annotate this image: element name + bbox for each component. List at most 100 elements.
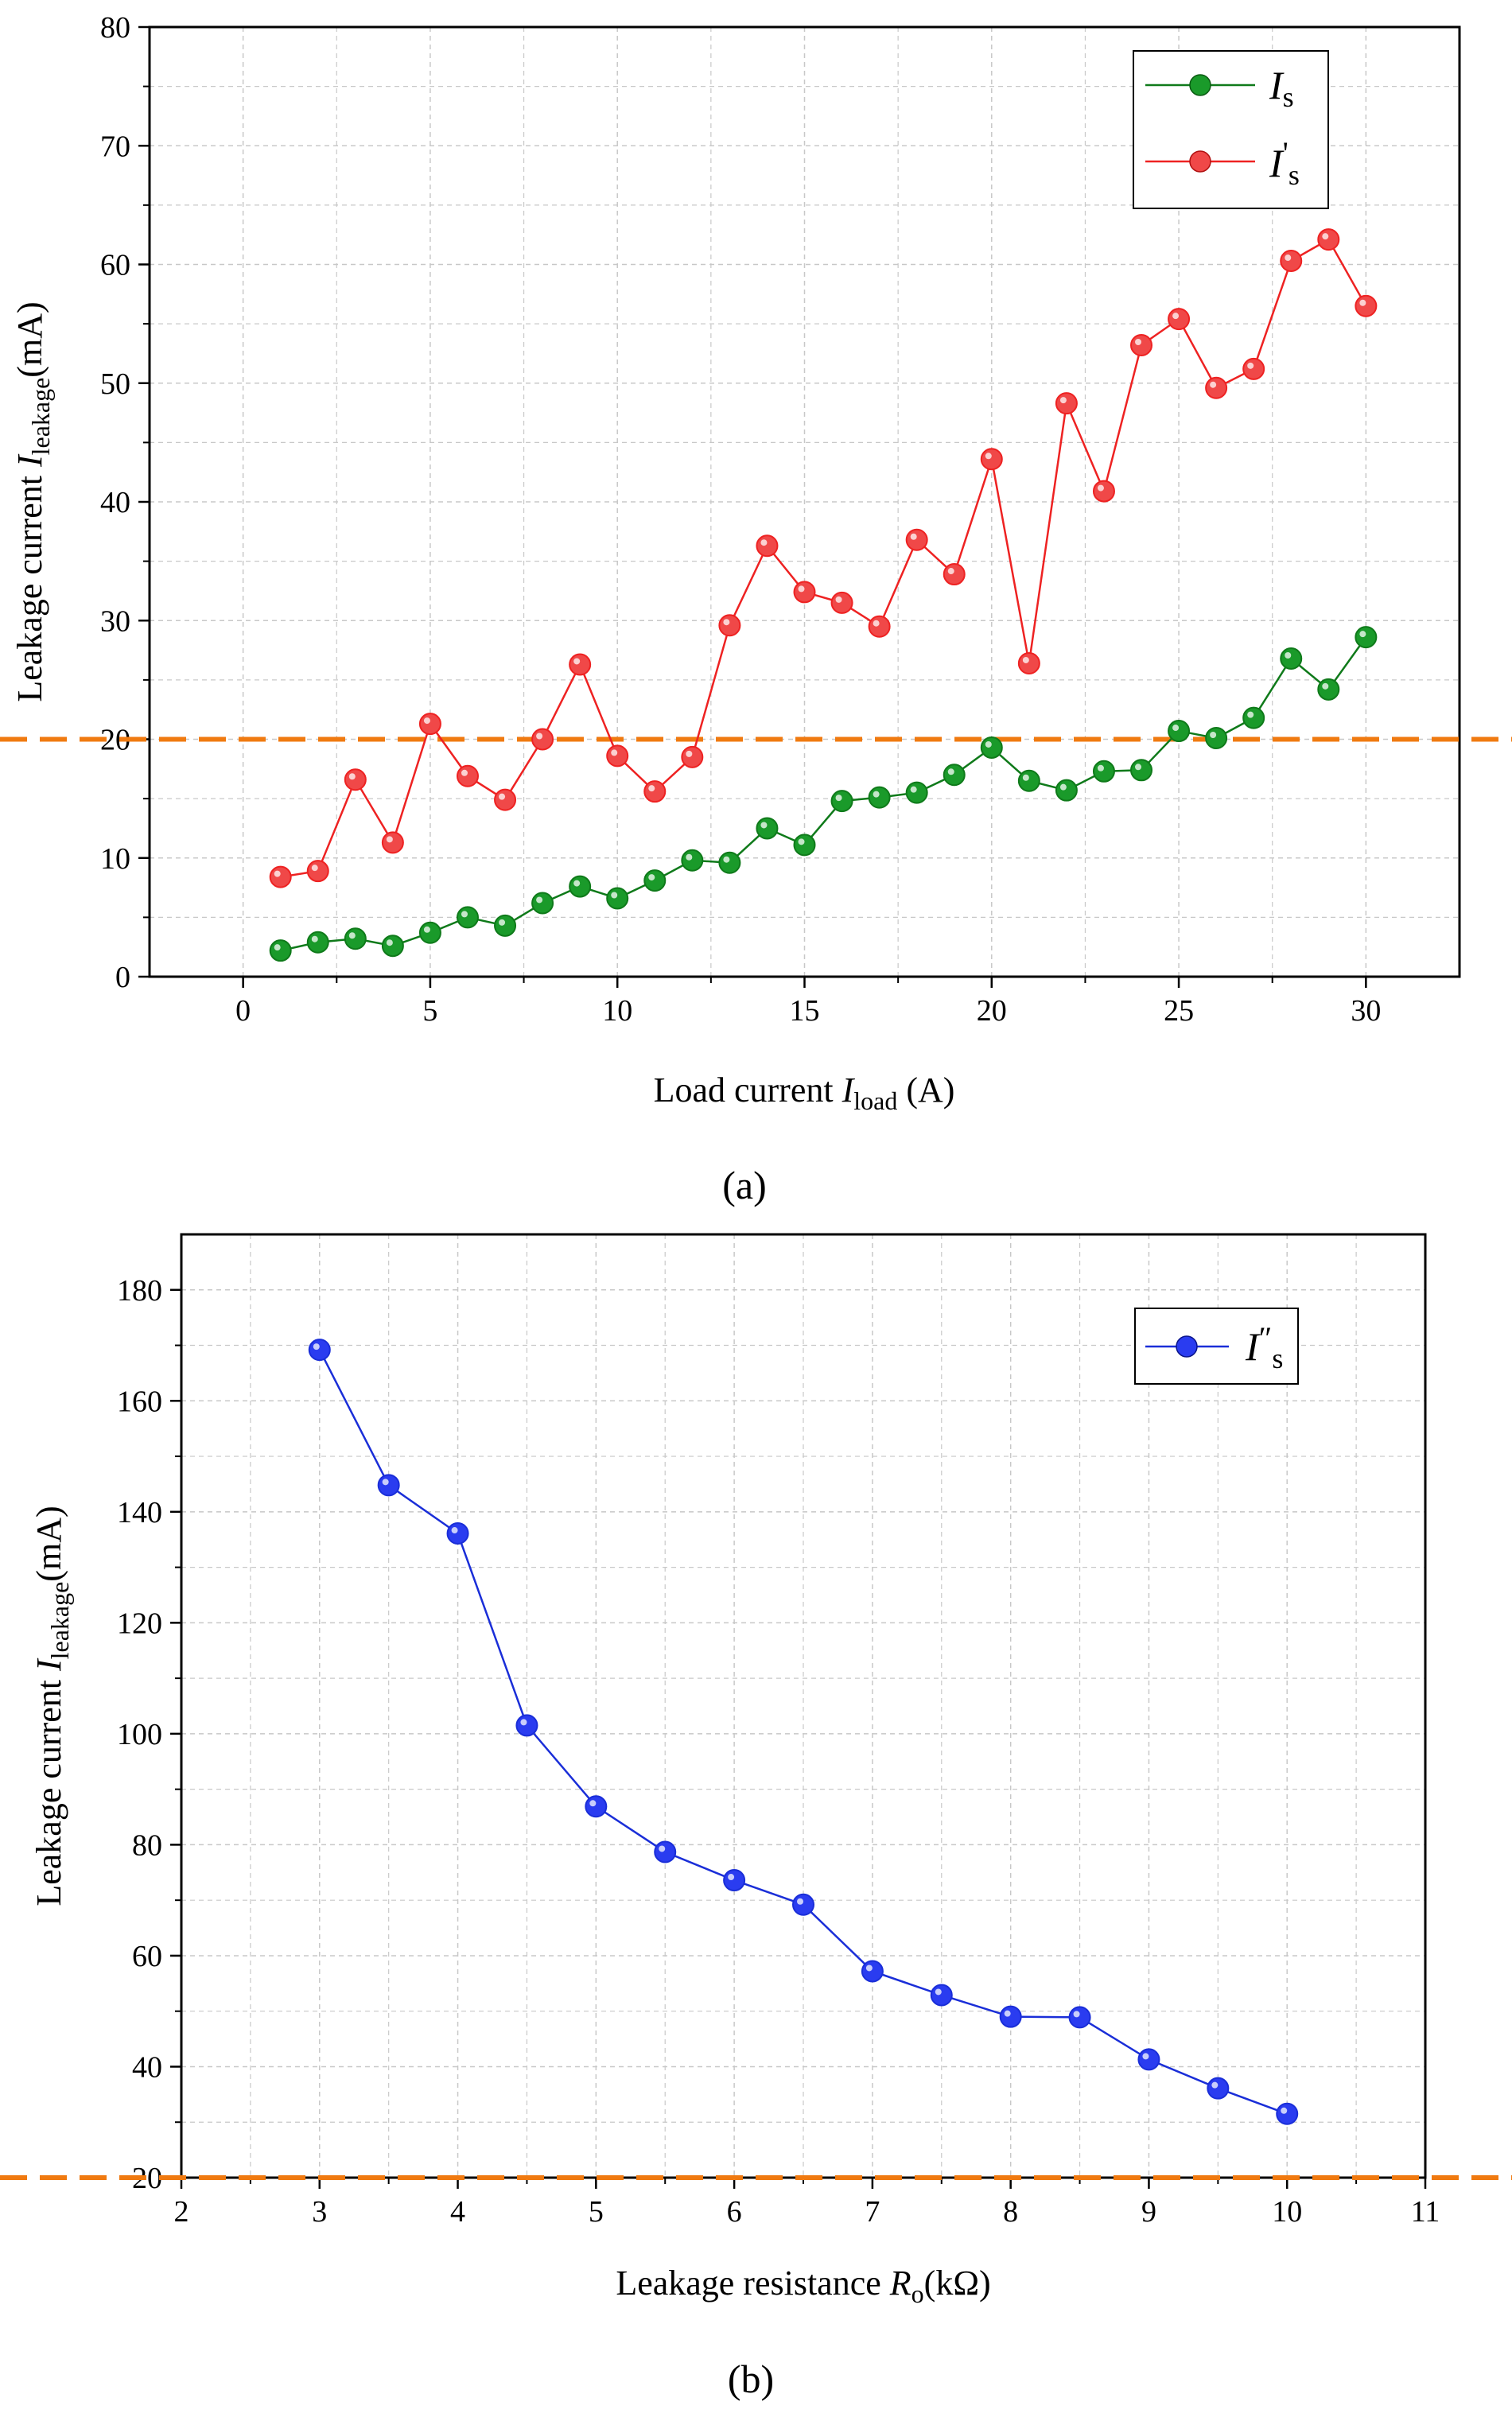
chart-b-data-point — [654, 1840, 677, 1863]
chart-b-data-point — [792, 1893, 814, 1916]
chart-b-data-point-highlight — [382, 1479, 389, 1486]
chart-b-legend-label: I″s — [1245, 1320, 1283, 1374]
chart-a-data-point-highlight — [985, 453, 992, 460]
panel-b-label: (b) — [728, 2357, 774, 2401]
chart-a-data-point-highlight — [461, 911, 468, 918]
chart-a-x-tick-label: 0 — [235, 994, 251, 1028]
chart-a-data-point — [1017, 651, 1040, 674]
chart-a-data-point — [718, 851, 741, 874]
chart-a-data-point — [418, 921, 441, 944]
chart-a-data-point — [1130, 333, 1153, 356]
chart-a-y-tick-label: 50 — [100, 367, 130, 401]
chart-a-data-point-highlight — [1322, 682, 1329, 690]
chart-b-data-point-highlight — [728, 1874, 735, 1881]
chart-a-x-tick-label: 15 — [790, 994, 820, 1028]
chart-b-data-point-highlight — [313, 1343, 320, 1350]
chart-a-data-point-highlight — [723, 856, 730, 863]
chart-a-data-point — [643, 780, 667, 803]
chart-a-data-point — [681, 849, 704, 872]
chart-a-data-point — [606, 744, 629, 768]
chart-a-data-point-highlight — [386, 836, 393, 843]
chart-a-data-point — [1242, 357, 1265, 380]
chart-a-data-point-highlight — [723, 619, 730, 626]
chart-a-data-point-highlight — [798, 838, 805, 845]
chart-a-data-point-highlight — [798, 585, 805, 593]
chart-a-data-point-highlight — [499, 919, 506, 926]
chart-a-data-point — [344, 768, 367, 791]
chart-b-x-tick-label: 4 — [450, 2195, 465, 2229]
chart-a-data-point-highlight — [1135, 338, 1142, 345]
chart-a-data-point — [381, 935, 404, 958]
chart-a-data-point — [905, 781, 928, 804]
chart-a-data-point-highlight — [499, 793, 506, 800]
chart-a-data-point — [494, 788, 517, 811]
chart-a-data-point — [1280, 647, 1303, 670]
chart-a-y-tick-label: 60 — [100, 249, 130, 282]
chart-b-data-point — [308, 1339, 331, 1362]
chart-a-data-point — [1242, 706, 1265, 729]
chart-a-data-point-highlight — [423, 926, 430, 933]
chart-a-data-point — [756, 817, 779, 840]
chart-a-data-point — [1168, 720, 1191, 743]
chart-b-data-point — [1137, 2048, 1160, 2071]
chart-b-data-point — [446, 1522, 469, 1545]
chart-b-data-point-highlight — [659, 1845, 666, 1852]
chart-b-data-point-highlight — [1211, 2081, 1219, 2089]
chart-b-data-point-highlight — [520, 1719, 527, 1726]
chart-b-data-point — [515, 1714, 538, 1737]
chart-a-data-point — [1317, 678, 1340, 701]
chart-b-data-point-highlight — [1073, 2011, 1080, 2018]
chart-a-data-point — [306, 860, 329, 883]
chart-a-y-tick-label: 70 — [100, 130, 130, 163]
chart-b-data-point-highlight — [589, 1800, 597, 1807]
chart-a-data-point — [1205, 376, 1228, 399]
chart-a-data-point — [980, 736, 1003, 759]
chart-a-data-point-highlight — [835, 596, 842, 603]
chart-b-legend: I″s — [1134, 1308, 1299, 1385]
chart-a-series-line-0 — [280, 636, 1367, 952]
chart-a-data-point-highlight — [274, 870, 281, 877]
chart-a-data-point-highlight — [536, 896, 543, 904]
chart-a-data-point — [980, 448, 1003, 471]
chart-b-data-point — [1276, 2102, 1299, 2125]
chart-a-data-point-highlight — [1322, 233, 1329, 240]
chart-a-data-point — [1055, 779, 1078, 802]
chart-a-data-point-highlight — [910, 786, 917, 793]
chart-a-data-point — [418, 713, 441, 736]
chart-b-data-point-highlight — [1281, 2107, 1288, 2114]
chart-a-data-point-highlight — [348, 773, 356, 780]
chart-a-data-point-highlight — [611, 892, 618, 899]
chart-a-data-point — [1280, 250, 1303, 273]
chart-b-data-point-highlight — [935, 1988, 942, 1996]
chart-a-data-point-highlight — [461, 769, 468, 776]
chart-a-data-point-highlight — [1135, 764, 1142, 771]
chart-a-x-tick-label: 30 — [1351, 994, 1381, 1028]
chart-b-data-point-highlight — [1142, 2053, 1149, 2060]
chart-a-legend-label-is-prime: I's — [1269, 135, 1300, 191]
chart-a-y-tick-label: 40 — [100, 486, 130, 519]
chart-a-data-point-highlight — [1059, 783, 1067, 791]
chart-a-data-point — [793, 834, 816, 857]
chart-a-data-point — [1355, 626, 1378, 649]
chart-b-legend-marker — [1176, 1335, 1198, 1358]
chart-b-data-point — [723, 1869, 746, 1892]
chart-a-data-point — [868, 615, 891, 638]
chart-a-data-point-highlight — [573, 880, 581, 887]
chart-a-data-point — [531, 892, 554, 915]
chart-a-data-point-highlight — [423, 717, 430, 725]
chart-b-y-axis-label: Leakage current Ileakage(mA) — [29, 1506, 74, 1906]
chart-b-x-tick-label: 2 — [174, 2195, 189, 2229]
chart-a-data-point-highlight — [760, 539, 768, 546]
chart-a-y-tick-label: 10 — [100, 842, 130, 876]
chart-a-data-point — [793, 581, 816, 604]
chart-a-data-point — [606, 887, 629, 910]
chart-a-data-point-highlight — [1359, 299, 1366, 306]
chart-b-y-tick-label: 120 — [117, 1607, 162, 1640]
chart-a-y-tick-label: 0 — [115, 961, 130, 994]
chart-a-data-point-highlight — [1059, 397, 1067, 404]
chart-a-data-point-highlight — [311, 935, 318, 942]
